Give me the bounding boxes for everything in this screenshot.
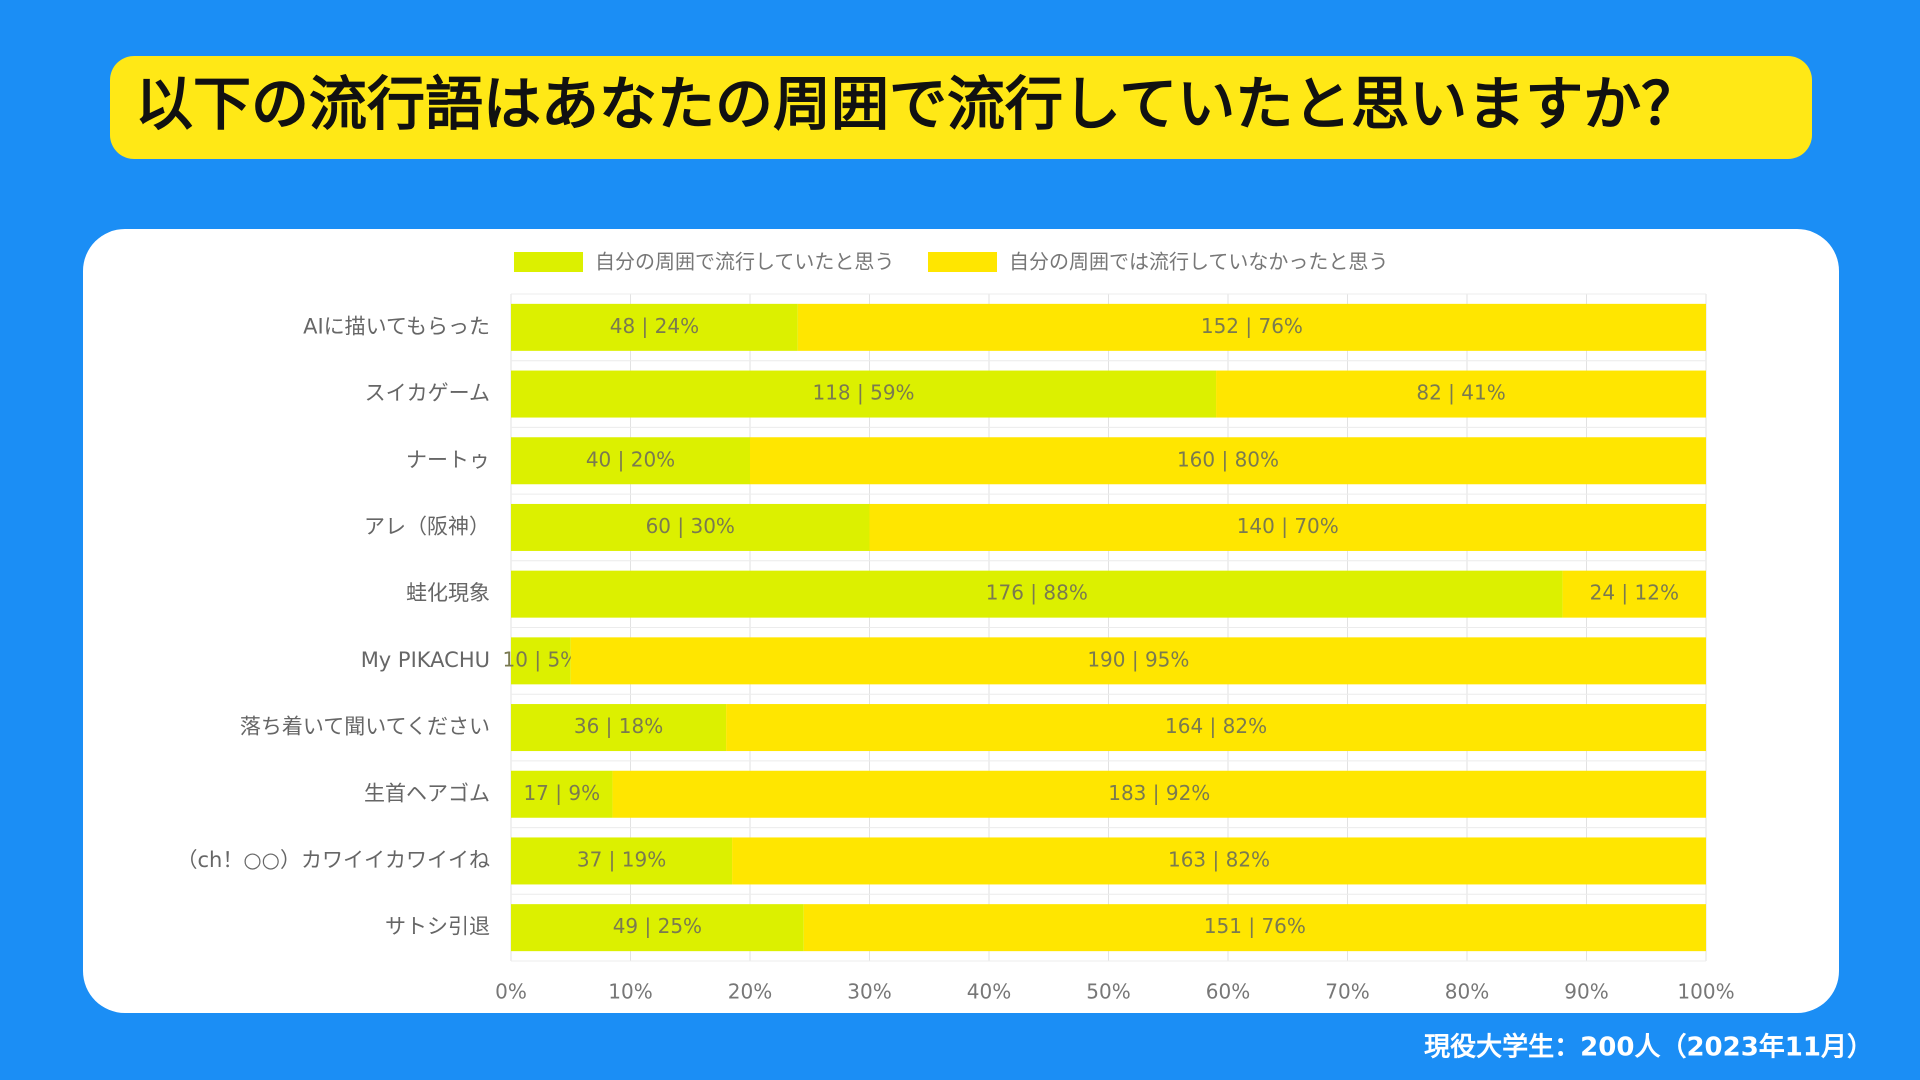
bar-segment [511,637,571,685]
bar-segment [726,704,1706,752]
x-tick-label: 100% [1677,980,1734,1004]
x-tick-label: 0% [495,980,527,1004]
data-label: 10 | 5% [503,647,580,671]
y-tick-label: （ch！○○）カワイイカワイイね [176,848,490,872]
data-label: 48 | 24% [610,314,699,338]
y-tick-label: My PIKACHU [361,648,490,672]
bar-segment [511,437,750,485]
x-tick-label: 20% [728,980,772,1004]
y-tick-label: 蛙化現象 [406,581,490,605]
title-box [110,56,1812,159]
legend-label: 自分の周囲では流行していなかったと思う [1009,250,1388,274]
bar-segment [511,503,870,551]
bar-segment [511,570,1563,618]
data-label: 183 | 92% [1108,781,1210,805]
bar-segment [803,904,1706,952]
legend-swatch [514,252,583,272]
data-label: 40 | 20% [586,447,675,471]
data-label: 163 | 82% [1168,847,1270,871]
data-label: 60 | 30% [646,514,735,538]
x-tick-label: 30% [847,980,891,1004]
x-tick-label: 70% [1325,980,1369,1004]
bar-segment [570,637,1706,685]
y-tick-label: ナートゥ [406,448,490,472]
data-label: 82 | 41% [1416,381,1505,405]
data-label: 152 | 76% [1201,314,1303,338]
data-label: 140 | 70% [1237,514,1339,538]
chart-title: 以下の流行語はあなたの周囲で流行していたと思いますか？ [135,70,1699,138]
data-label: 160 | 80% [1177,447,1279,471]
legend-swatch [928,252,997,272]
x-tick-label: 10% [608,980,652,1004]
bar-segment [732,837,1706,885]
data-label: 37 | 19% [577,847,666,871]
data-label: 190 | 95% [1087,647,1189,671]
data-label: 164 | 82% [1165,714,1267,738]
bar-segment [511,770,613,818]
bar-segment [1216,370,1706,418]
data-label: 151 | 76% [1204,914,1306,938]
data-label: 118 | 59% [812,381,914,405]
bar-segment [1562,570,1706,618]
data-label: 49 | 25% [613,914,702,938]
bar-segment [612,770,1707,818]
data-label: 176 | 88% [986,581,1088,605]
x-tick-label: 80% [1445,980,1489,1004]
y-tick-label: スイカゲーム [365,381,490,405]
bar-segment [511,837,733,885]
bar-segment [869,503,1706,551]
bar-segment [511,904,804,952]
y-tick-label: AIに描いてもらった [303,314,490,338]
bar-segment [797,303,1706,351]
bar-segment [511,303,798,351]
bar-segment [511,370,1217,418]
y-tick-label: アレ（阪神） [364,514,490,538]
x-tick-label: 40% [967,980,1011,1004]
data-label: 17 | 9% [523,781,600,805]
x-tick-label: 60% [1206,980,1250,1004]
y-tick-label: サトシ引退 [385,915,490,939]
legend-label: 自分の周囲で流行していたと思う [595,250,894,274]
x-tick-label: 90% [1564,980,1608,1004]
y-tick-label: 生首ヘアゴム [364,781,490,805]
x-tick-label: 50% [1086,980,1130,1004]
bar-segment [511,704,727,752]
bar-segment [750,437,1706,485]
data-label: 36 | 18% [574,714,663,738]
footnote: 現役大学生：200人（2023年11月） [1424,1032,1873,1063]
y-tick-label: 落ち着いて聞いてください [240,715,490,739]
data-label: 24 | 12% [1590,581,1679,605]
